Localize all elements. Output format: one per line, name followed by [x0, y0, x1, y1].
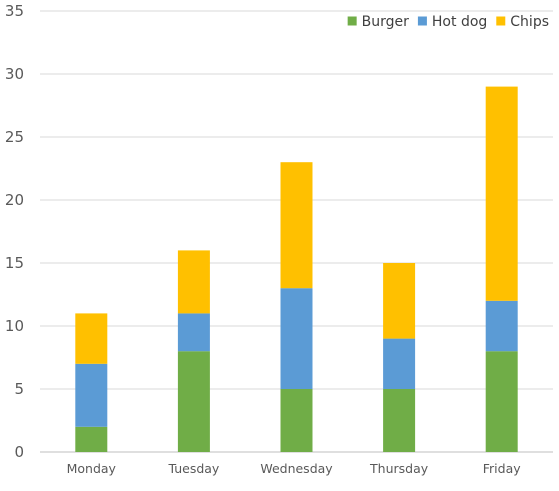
bar-hot-dog-monday [75, 363, 108, 427]
y-tick-label: 30 [5, 65, 24, 83]
bar-chips-monday [75, 313, 108, 364]
bar-burger-wednesday [280, 389, 313, 452]
legend-swatch [417, 16, 427, 26]
y-tick-label: 15 [5, 254, 24, 272]
bar-burger-monday [75, 426, 108, 452]
y-axis-tick-labels: 0 5 10 15 20 25 30 35 [5, 2, 24, 461]
bar-burger-thursday [383, 389, 416, 452]
legend-item-chips: Chips [496, 14, 549, 30]
bar-hot-dog-thursday [383, 338, 416, 389]
bar-burger-friday [485, 351, 518, 452]
y-tick-label: 25 [5, 128, 24, 146]
bars [75, 86, 518, 452]
bar-hot-dog-friday [485, 300, 518, 352]
y-tick-label: 20 [5, 191, 24, 209]
bar-chips-thursday [383, 263, 416, 339]
y-tick-label: 10 [5, 317, 24, 335]
bar-chips-tuesday [177, 250, 210, 314]
legend: Burger Hot dog Chips [347, 14, 549, 30]
legend-label: Chips [510, 14, 549, 30]
bar-hot-dog-tuesday [177, 313, 210, 352]
bar-burger-tuesday [177, 351, 210, 452]
bar-hot-dog-wednesday [280, 288, 313, 389]
bar-chips-friday [485, 86, 518, 301]
bar-chips-wednesday [280, 162, 313, 289]
x-category-label: Monday [67, 461, 117, 476]
legend-label: Hot dog [432, 14, 487, 30]
x-category-label: Thursday [369, 461, 429, 476]
legend-swatch [347, 16, 357, 26]
legend-label: Burger [362, 14, 409, 30]
x-category-label: Wednesday [260, 461, 333, 476]
legend-item-burger: Burger [347, 14, 409, 30]
y-tick-label: 35 [5, 2, 24, 20]
legend-swatch [496, 16, 506, 26]
x-category-label: Friday [483, 461, 521, 476]
x-category-label: Tuesday [167, 461, 219, 476]
legend-item-hot-dog: Hot dog [417, 14, 487, 30]
y-tick-label: 5 [14, 380, 24, 398]
y-tick-label: 0 [14, 443, 24, 461]
x-axis-category-labels: Monday Tuesday Wednesday Thursday Friday [67, 461, 522, 476]
